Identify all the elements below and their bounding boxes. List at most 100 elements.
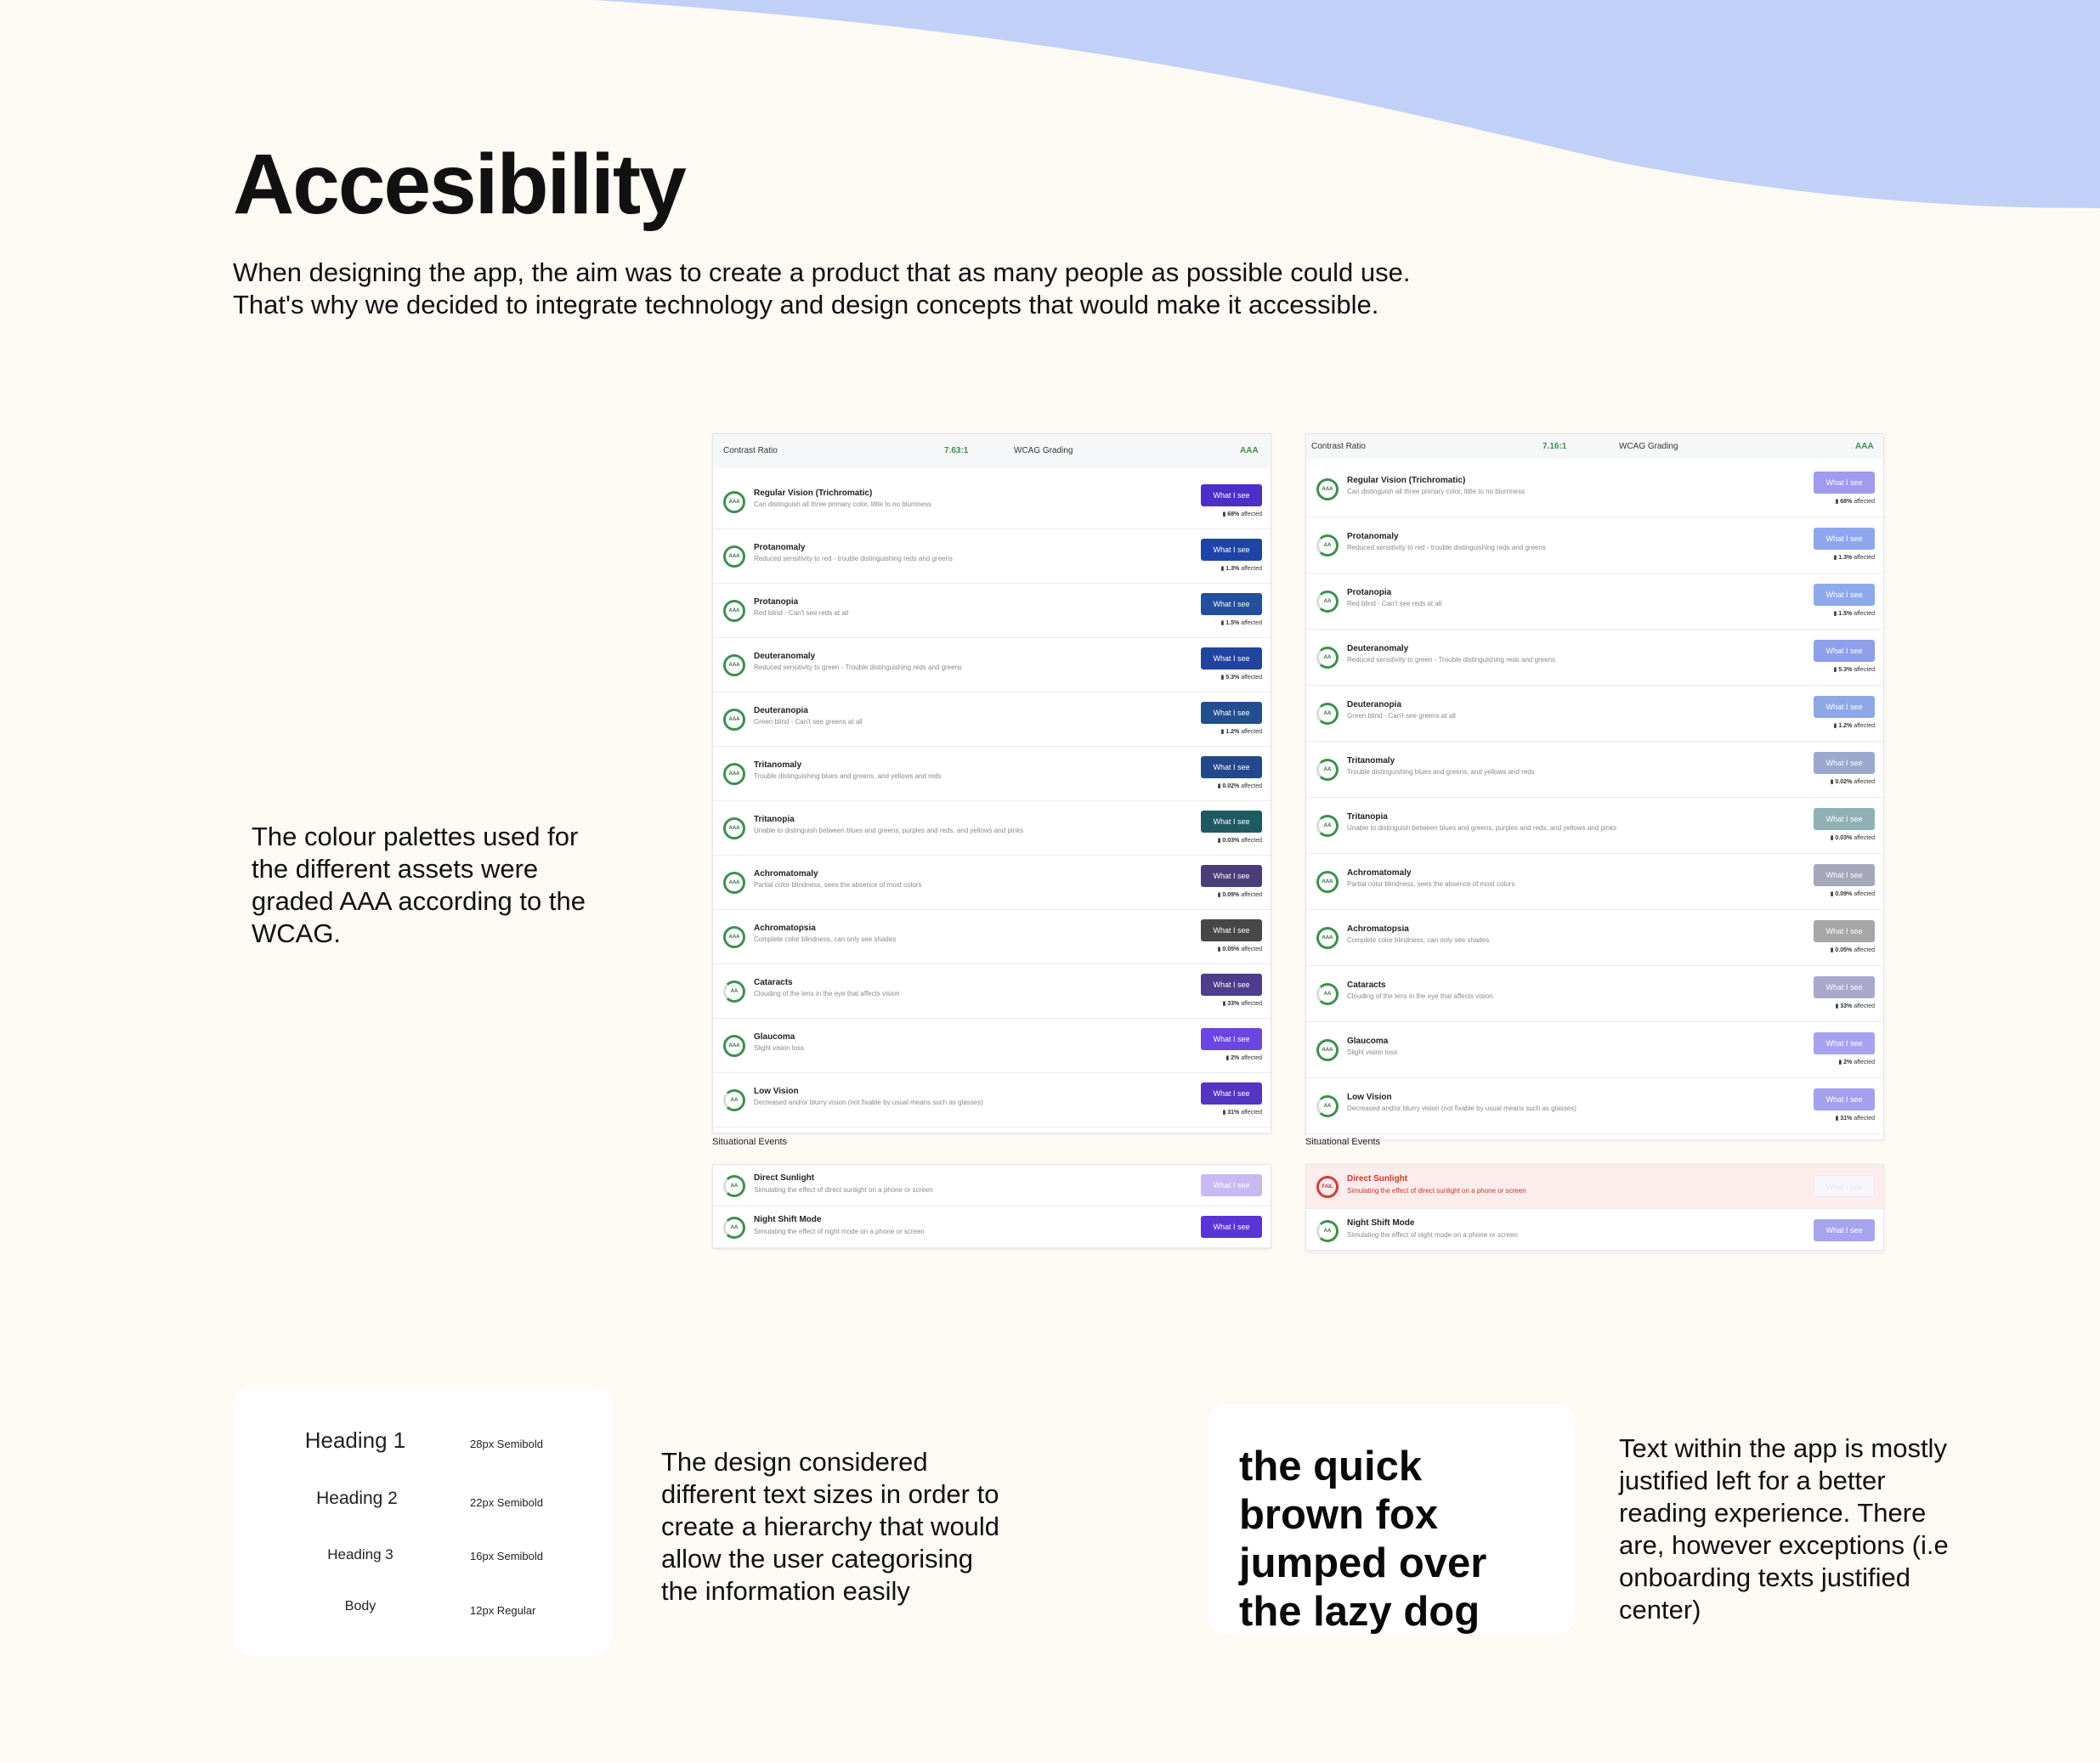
grade-ring: AAA <box>1316 871 1339 893</box>
affected-stat: ▮ 1.2% affected <box>1220 729 1263 735</box>
vision-description: Red blind - Can't see reds at all <box>754 609 849 617</box>
vision-description: Red blind - Can't see reds at all <box>1347 600 1442 607</box>
vision-title: Protanopia <box>1347 588 1392 597</box>
what-i-see-button[interactable]: What I see <box>1814 920 1875 942</box>
what-i-see-button[interactable]: What I see <box>1201 1082 1262 1105</box>
affected-stat: ▮ 0.05% affected <box>1830 947 1875 953</box>
event-title: Direct Sunlight <box>754 1173 815 1183</box>
affected-value: 1.3% <box>1838 555 1853 561</box>
affected-stat: ▮ 1.2% affected <box>1833 723 1876 729</box>
vision-title: Glaucoma <box>754 1032 795 1042</box>
vision-description: Trouble distinguishing blues and greens,… <box>754 772 942 780</box>
vision-title: Protanopia <box>754 597 799 607</box>
vision-title: Low Vision <box>754 1087 799 1096</box>
what-i-see-button[interactable]: What I see <box>1201 811 1262 833</box>
sample-text-card <box>1208 1404 1575 1635</box>
affected-stat: ▮ 5.3% affected <box>1833 667 1876 673</box>
affected-value: 5.3% <box>1225 675 1240 681</box>
what-i-see-button[interactable]: What I see <box>1814 1219 1875 1241</box>
wcag-grade-value: AAA <box>1855 442 1874 451</box>
grade-ring: AAA <box>723 545 745 568</box>
contrast-ratio-label: Contrast Ratio <box>1311 442 1366 451</box>
affected-stat: ▮ 68% affected <box>1222 511 1262 517</box>
heading-3-spec: 16px Semibold <box>470 1550 543 1562</box>
vision-description: Slight vision loss <box>1347 1048 1398 1056</box>
typography-card: Heading 1 28px Semibold Heading 2 22px S… <box>233 1387 612 1657</box>
vision-title: Achromatopsia <box>1347 924 1409 934</box>
vision-row: AAA Regular Vision (Trichromatic) Can di… <box>713 475 1271 529</box>
body-sample: Body <box>344 1599 376 1613</box>
vision-row: AAA Deuteranomaly Reduced sensitivity to… <box>713 638 1271 692</box>
what-i-see-button[interactable]: What I see <box>1814 1032 1875 1054</box>
affected-value: 2% <box>1231 1055 1240 1061</box>
vision-description: Can distinguish all three primary color,… <box>1347 488 1525 495</box>
what-i-see-button[interactable]: What I see <box>1201 1216 1262 1238</box>
vision-description: Green blind - Can't see greens at all <box>1347 712 1456 720</box>
affected-stat: ▮ 31% affected <box>1222 1110 1262 1116</box>
heading-2-spec: 22px Semibold <box>470 1496 543 1509</box>
heading-3-sample: Heading 3 <box>327 1546 393 1562</box>
grade-ring: AA <box>1316 647 1339 669</box>
what-i-see-button[interactable]: What I see <box>1814 1088 1875 1110</box>
intro-line: That's why we decided to integrate techn… <box>233 290 1379 319</box>
what-i-see-button[interactable]: What I see <box>1201 1174 1262 1196</box>
affected-value: 0.02% <box>1222 783 1240 789</box>
palette-description: The colour palettes used for the differe… <box>252 822 586 948</box>
what-i-see-button[interactable]: What I see <box>1814 584 1875 606</box>
what-i-see-button[interactable]: What I see <box>1201 702 1262 724</box>
affected-stat: ▮ 0.03% affected <box>1830 835 1875 841</box>
vision-description: Partial color blindness, sees the absenc… <box>754 881 922 889</box>
contrast-ratio-value: 7.63:1 <box>944 446 969 455</box>
vision-description: Partial color blindness, sees the absenc… <box>1347 880 1515 888</box>
body-spec: 12px Regular <box>470 1604 536 1617</box>
situational-events-panel: FAIL Direct Sunlight Simulating the effe… <box>1305 1164 1884 1253</box>
what-i-see-button[interactable]: What I see <box>1814 472 1875 494</box>
vision-title: Achromatopsia <box>754 924 816 933</box>
what-i-see-button[interactable]: What I see <box>1201 865 1262 887</box>
what-i-see-button[interactable]: What I see <box>1814 696 1875 718</box>
what-i-see-button[interactable]: What I see <box>1814 528 1875 550</box>
typography-description: The design considered different text siz… <box>661 1447 1000 1606</box>
what-i-see-button[interactable]: What I see <box>1201 484 1262 506</box>
what-i-see-button[interactable]: What I see <box>1201 1028 1262 1050</box>
affected-value: 0.02% <box>1835 779 1853 785</box>
grade-ring: AAA <box>723 817 745 839</box>
grade-ring: AAA <box>723 872 745 894</box>
event-title: Night Shift Mode <box>1347 1218 1415 1228</box>
what-i-see-button[interactable]: What I see <box>1201 974 1262 996</box>
situational-events-panel: AA Direct Sunlight Simulating the effect… <box>712 1164 1271 1249</box>
affected-value: 1.5% <box>1225 620 1240 626</box>
contrast-header: Contrast Ratio 7.63:1 WCAG Grading AAA <box>713 434 1271 468</box>
affected-stat: ▮ 1.3% affected <box>1220 566 1263 572</box>
what-i-see-button[interactable]: What I see <box>1814 1175 1875 1197</box>
what-i-see-button[interactable]: What I see <box>1201 756 1262 778</box>
wcag-grading-label: WCAG Grading <box>1014 446 1073 455</box>
affected-stat: ▮ 1.5% affected <box>1220 620 1263 626</box>
what-i-see-button[interactable]: What I see <box>1201 539 1262 561</box>
affected-stat: ▮ 33% affected <box>1222 1001 1262 1007</box>
vision-title: Cataracts <box>1347 980 1386 990</box>
intro-paragraph: When designing the app, the aim was to c… <box>233 257 1423 321</box>
affected-stat: ▮ 0.09% affected <box>1830 891 1875 897</box>
vision-description: Unable to distinguish between blues and … <box>1347 824 1617 832</box>
what-i-see-button[interactable]: What I see <box>1814 752 1875 774</box>
vision-title: Glaucoma <box>1347 1037 1389 1046</box>
grade-ring: AAA <box>723 654 745 676</box>
event-title: Direct Sunlight <box>1347 1174 1408 1184</box>
what-i-see-button[interactable]: What I see <box>1201 593 1262 615</box>
what-i-see-button[interactable]: What I see <box>1814 640 1875 662</box>
vision-title: Low Vision <box>1347 1093 1392 1102</box>
contrast-panel: Contrast Ratio 7.63:1 WCAG Grading AAA A… <box>712 433 1271 1133</box>
vision-title: Protanomaly <box>754 543 806 552</box>
what-i-see-button[interactable]: What I see <box>1814 976 1875 998</box>
event-row: FAIL Direct Sunlight Simulating the effe… <box>1306 1165 1883 1209</box>
what-i-see-button[interactable]: What I see <box>1201 919 1262 941</box>
what-i-see-button[interactable]: What I see <box>1814 864 1875 886</box>
vision-title: Regular Vision (Trichromatic) <box>1347 476 1466 485</box>
contrast-panel: Contrast Ratio 7.16:1 WCAG Grading AAA A… <box>1305 433 1884 1140</box>
what-i-see-button[interactable]: What I see <box>1814 808 1875 830</box>
vision-row: AAA Achromatopsia Complete color blindne… <box>1306 910 1883 966</box>
vision-row: AA Cataracts Clouding of the lens in the… <box>1306 966 1883 1022</box>
vision-row: AA Tritanomaly Trouble distinguishing bl… <box>1306 742 1883 798</box>
what-i-see-button[interactable]: What I see <box>1201 647 1262 670</box>
